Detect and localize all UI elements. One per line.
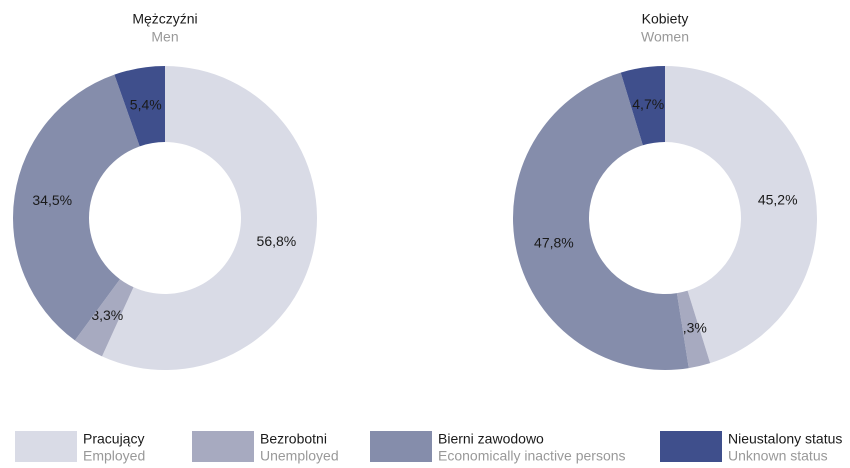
data-label: 45,2% xyxy=(758,192,798,208)
legend-swatch xyxy=(192,431,254,462)
data-label: 3,3% xyxy=(91,307,123,323)
slice xyxy=(102,66,318,371)
slice xyxy=(676,290,711,369)
slice xyxy=(665,66,818,364)
chart-subtitle: Men xyxy=(151,29,178,45)
slice xyxy=(74,279,134,357)
legend-label: Bezrobotni xyxy=(260,431,327,447)
legend-label: Nieustalony status xyxy=(728,431,842,447)
legend-label: Pracujący xyxy=(83,431,144,447)
slice xyxy=(13,74,140,341)
legend-sublabel: Unemployed xyxy=(260,448,339,464)
slice xyxy=(513,72,689,370)
legend-swatch xyxy=(15,431,77,462)
data-label: 56,8% xyxy=(257,233,297,249)
legend-sublabel: Employed xyxy=(83,448,145,464)
data-label: 4,7% xyxy=(632,96,664,112)
chart-subtitle: Women xyxy=(641,29,689,45)
data-label: 34,5% xyxy=(32,192,72,208)
legend-swatch xyxy=(370,431,432,462)
data-label: 47,8% xyxy=(534,234,574,250)
data-label: 5,4% xyxy=(130,96,162,112)
slice xyxy=(114,66,165,147)
legend-label: Bierni zawodowo xyxy=(438,431,544,447)
legend-sublabel: Unknown status xyxy=(728,448,828,464)
legend-sublabel: Economically inactive persons xyxy=(438,448,626,464)
chart-title: Mężczyźni xyxy=(132,11,197,27)
legend-swatch xyxy=(660,431,722,462)
slice xyxy=(620,66,665,146)
chart-title: Kobiety xyxy=(642,11,689,27)
